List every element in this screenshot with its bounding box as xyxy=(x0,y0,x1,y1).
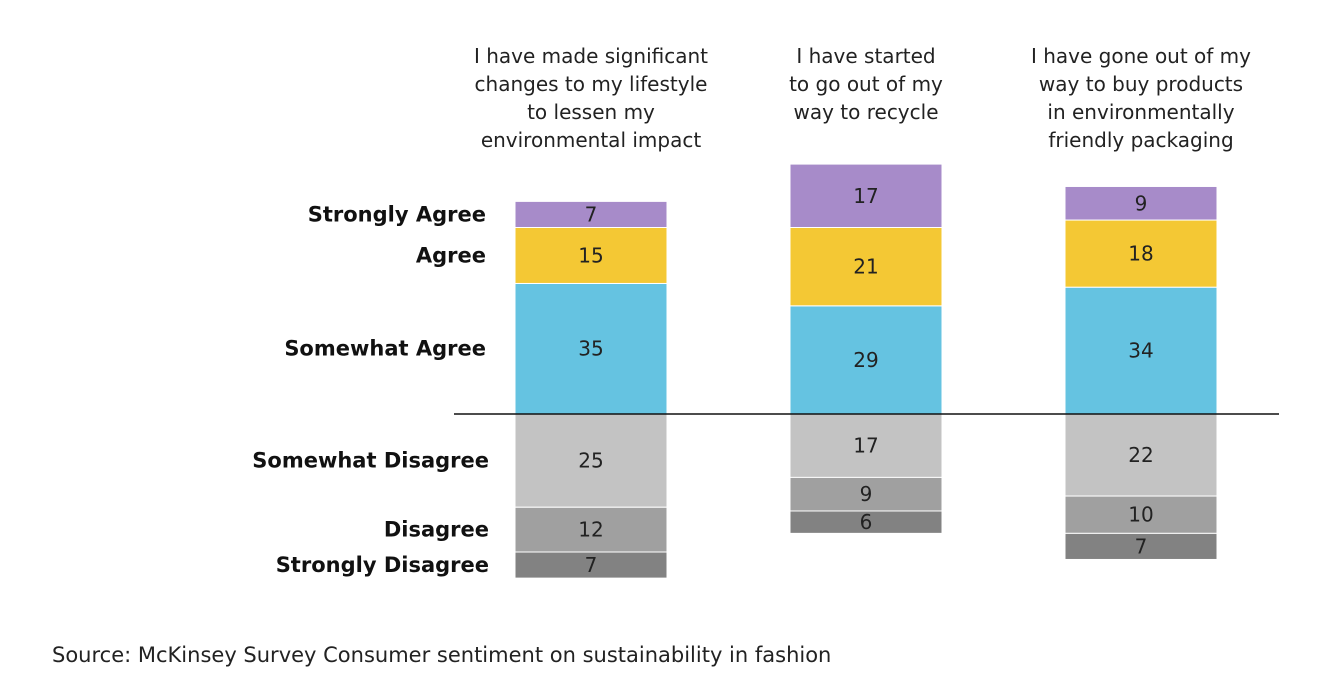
category-label: I have started to go out of my way to recy… xyxy=(789,44,943,124)
value-label-somewhat-agree: 34 xyxy=(1128,339,1153,363)
series-label-somewhat-disagree: Somewhat Disagree xyxy=(252,449,489,473)
bar-segment-somewhat-agree xyxy=(1064,286,1218,415)
bar-segment-somewhat-agree xyxy=(514,282,668,415)
value-label-somewhat-agree: 35 xyxy=(578,337,603,361)
value-label-strongly-agree: 7 xyxy=(585,202,598,226)
category-labels: I have made significant changes to my lif… xyxy=(474,44,1251,152)
value-label-disagree: 9 xyxy=(860,482,873,506)
value-label-strongly-agree: 9 xyxy=(1135,191,1148,215)
value-label-strongly-disagree: 7 xyxy=(1135,534,1148,558)
bar-segment-disagree xyxy=(1064,495,1218,534)
value-label-somewhat-disagree: 22 xyxy=(1128,443,1153,467)
bar-segment-strongly-disagree xyxy=(789,510,943,534)
bar-segment-agree xyxy=(789,227,943,307)
value-label-agree: 15 xyxy=(578,243,603,267)
series-label-somewhat-agree: Somewhat Agree xyxy=(284,337,486,361)
value-label-agree: 18 xyxy=(1128,242,1153,266)
category-label: I have made significant changes to my lif… xyxy=(474,44,708,152)
value-label-disagree: 12 xyxy=(578,518,603,542)
bar-segment-strongly-agree xyxy=(514,200,668,228)
value-labels: 35 15 7 25 12 7 29 21 17 17 9 6 34 18 9 22 10 7 xyxy=(578,184,1153,577)
bar-segment-strongly-disagree xyxy=(1064,532,1218,560)
source-note: Source: McKinsey Survey Consumer sentime… xyxy=(52,643,832,667)
value-label-disagree: 10 xyxy=(1128,503,1153,527)
value-label-strongly-disagree: 6 xyxy=(860,510,873,534)
bar-segment-agree xyxy=(1064,219,1218,288)
bar-segment-agree xyxy=(514,227,668,284)
bar-segment-strongly-disagree xyxy=(514,551,668,579)
bar-segment-somewhat-disagree xyxy=(514,413,668,508)
series-labels: Strongly Agree Agree Somewhat Agree Somewha… xyxy=(252,202,489,577)
bar-segments xyxy=(514,163,1218,579)
value-label-strongly-disagree: 7 xyxy=(585,553,598,577)
bar-segment-somewhat-disagree xyxy=(789,413,943,478)
value-label-somewhat-disagree: 17 xyxy=(853,434,878,458)
value-label-somewhat-disagree: 25 xyxy=(578,449,603,473)
category-label: I have gone out of my way to buy products… xyxy=(1031,44,1251,152)
value-label-somewhat-agree: 29 xyxy=(853,348,878,372)
bar-segment-disagree xyxy=(789,476,943,512)
stacked-bar-chart: I have made significant changes to my lif… xyxy=(252,44,1279,579)
bar-segment-somewhat-disagree xyxy=(1064,413,1218,497)
series-label-strongly-disagree: Strongly Disagree xyxy=(276,553,489,577)
bar-segment-strongly-agree xyxy=(1064,185,1218,221)
series-label-disagree: Disagree xyxy=(384,518,489,542)
series-label-agree: Agree xyxy=(416,243,486,267)
bar-segment-strongly-agree xyxy=(789,163,943,228)
value-label-agree: 21 xyxy=(853,255,878,279)
value-label-strongly-agree: 17 xyxy=(853,184,878,208)
series-label-strongly-agree: Strongly Agree xyxy=(308,202,486,226)
